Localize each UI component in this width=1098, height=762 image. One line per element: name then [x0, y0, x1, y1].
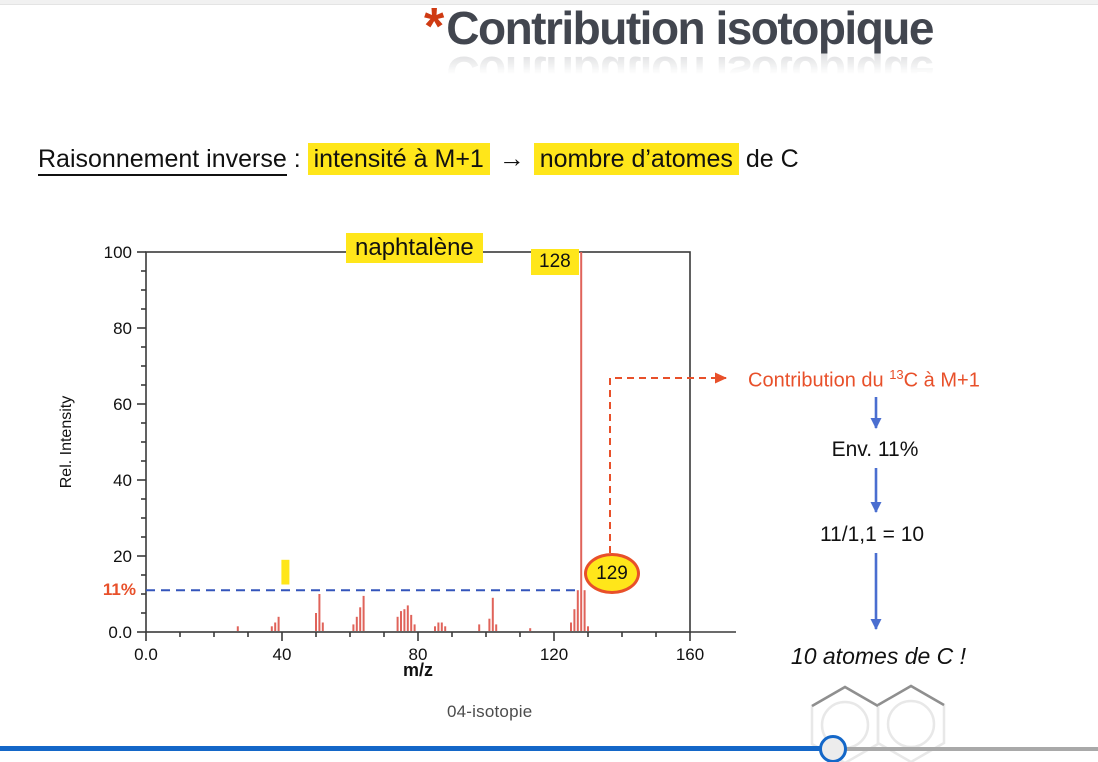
reference-11pct-label: 11% [102, 580, 136, 599]
statement-line: Raisonnement inverse : intensité à M+1 →… [38, 143, 799, 176]
svg-text:100: 100 [104, 243, 132, 262]
env-11pct-label: Env. 11% [831, 438, 919, 461]
svg-text:60: 60 [113, 395, 132, 414]
statement-tail: de C [738, 145, 799, 173]
chart-title: naphtalène [346, 233, 483, 263]
progress-scrubber[interactable] [819, 735, 847, 762]
spectrum-peaks [236, 252, 589, 631]
page-title: Contribution isotopique [446, 2, 934, 54]
y-axis-label: Rel. Intensity [58, 395, 75, 489]
statement-colon: : [286, 145, 308, 173]
progressbar-elapsed[interactable] [0, 746, 820, 751]
svg-text:40: 40 [113, 471, 132, 490]
slide-caption: 04-isotopie [447, 702, 533, 721]
x-axis-label: m/z [402, 660, 433, 680]
result-label: 10 atomes de C ! [790, 643, 967, 669]
isotope-connector-arrow [609, 372, 727, 553]
calculation-label: 11/1,1 = 10 [819, 523, 925, 546]
page-title-reflection: * Contribution isotopique [424, 45, 933, 103]
contribution-label: Contribution du 13C à M+1 [748, 367, 980, 392]
svg-text:40: 40 [273, 645, 292, 664]
page-title-block: * Contribution isotopique * Contribution… [424, 1, 934, 103]
svg-text:160: 160 [676, 645, 704, 664]
statement-highlight-2: nombre d’atomes [533, 143, 739, 175]
yellow-highlight-mark [281, 559, 290, 585]
top-divider [0, 0, 1098, 5]
page-title-row: * Contribution isotopique [424, 1, 934, 57]
right-arrow-glyph: → [498, 143, 525, 173]
svg-text:0.0: 0.0 [108, 623, 132, 642]
statement-highlight-1: intensité à M+1 [307, 143, 490, 175]
svg-text:80: 80 [113, 319, 132, 338]
statement-lead: Raisonnement inverse [38, 145, 287, 176]
svg-text:0.0: 0.0 [134, 645, 158, 664]
peak-129-badge: 129 [584, 553, 640, 594]
peak-129-label: 129 [596, 562, 628, 584]
svg-text:120: 120 [540, 645, 568, 664]
progressbar-remaining[interactable] [846, 747, 1098, 751]
title-asterisk: * [424, 0, 445, 56]
peak-128-label: 128 [531, 249, 579, 275]
svg-text:20: 20 [113, 547, 132, 566]
isotope-13-superscript: 13 [889, 367, 904, 382]
